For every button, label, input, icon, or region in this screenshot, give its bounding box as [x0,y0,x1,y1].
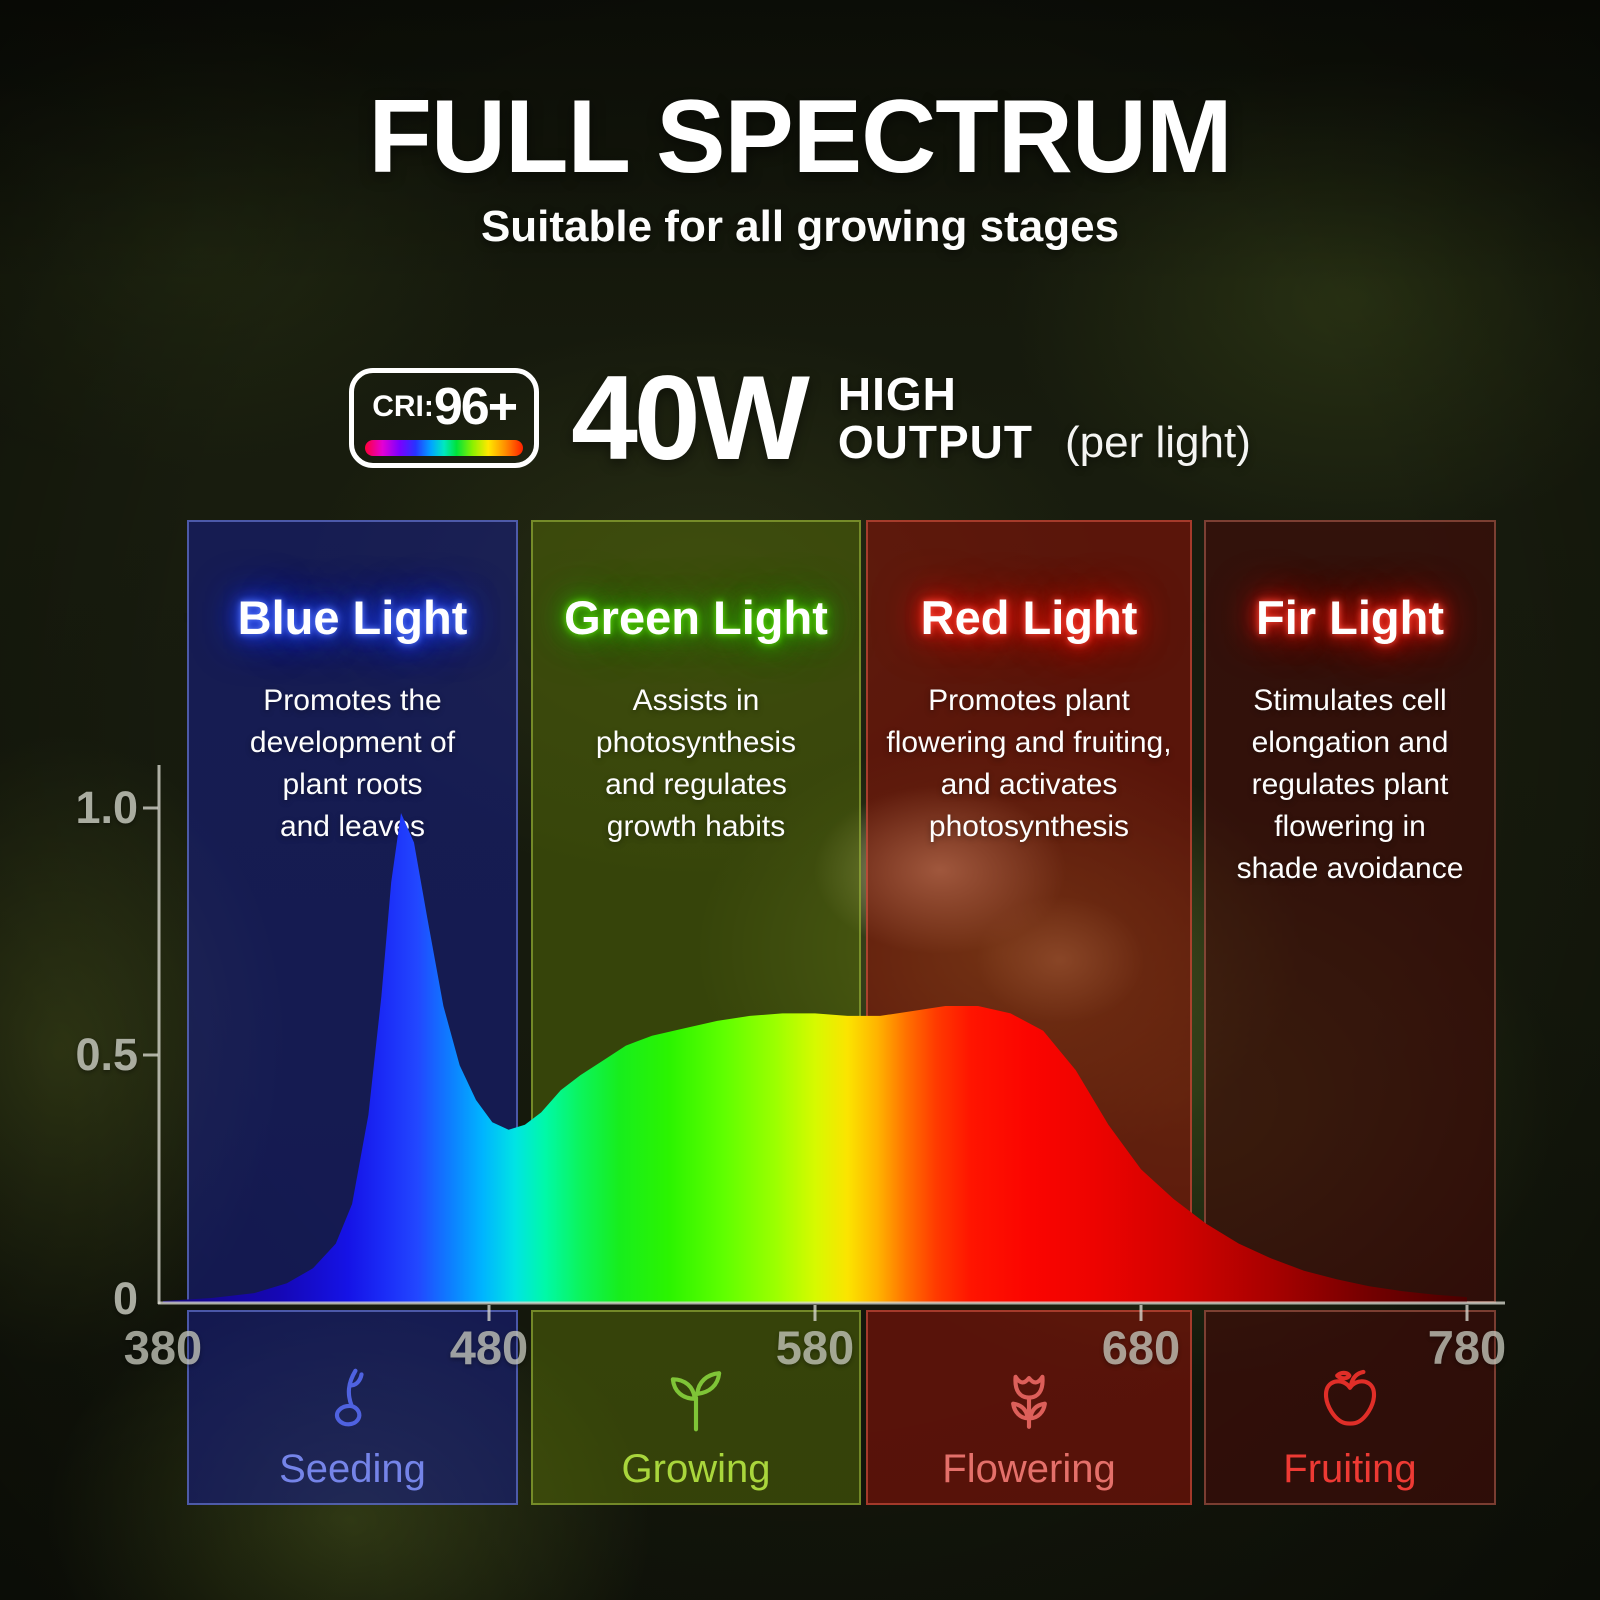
zone-title: Blue Light [237,591,468,644]
cri-label: CRI: [372,389,434,423]
zone-title: Green Light [564,591,828,644]
x-tick-label: 380 [123,1321,203,1374]
stage-box-growing: Growing [531,1310,861,1505]
seedling-icon [670,1371,722,1432]
zone-description: Stimulates cell elongation and regulates… [1236,684,1464,885]
high-output-line1: HIGH [837,367,957,420]
sprout-seed-icon [334,1368,364,1427]
zone-column-green-light: Green Light Assists in photosynthesis an… [531,520,861,1303]
x-tick-label: 580 [775,1321,855,1374]
zone-description: Promotes plant flowering and fruiting, a… [886,684,1172,843]
zone-title: Red Light [920,591,1138,644]
x-tick-label: 480 [449,1321,529,1374]
y-tick-label: 1.0 [75,782,138,833]
zone-column-red-light: Red Light Promotes plant flowering and f… [866,520,1192,1303]
cri-value: 96+ [433,377,518,436]
cri-text: CRI: 96+ [372,377,518,436]
tulip-flower-icon [1011,1374,1047,1429]
zone-title: Fir Light [1256,591,1444,644]
high-output-label: HIGH OUTPUT [837,367,1033,468]
stage-label: Fruiting [1283,1447,1417,1491]
cri-rainbow-bar-icon [365,439,524,456]
page-subtitle: Suitable for all growing stages [480,202,1120,251]
power-row: CRI: 96+ 40W HIGH OUTPUT (per light) [0,358,1600,478]
apple-icon [1324,1369,1376,1426]
stage-box-flowering: Flowering [866,1310,1192,1505]
x-tick-label: 680 [1101,1321,1181,1374]
cri-badge: CRI: 96+ [349,368,540,468]
per-light-note: (per light) [1065,418,1251,467]
y-tick-label: 0.5 [75,1029,138,1080]
zone-column-fir-light: Fir Light Stimulates cell elongation and… [1204,520,1496,1303]
stage-label: Seeding [279,1447,426,1491]
zone-column-blue-light: Blue Light Promotes the development of p… [187,520,518,1303]
stage-box-fruiting: Fruiting [1204,1310,1496,1505]
page-title: FULL SPECTRUM [368,79,1232,195]
stage-label: Flowering [942,1447,1116,1491]
wattage-value: 40W [571,351,810,485]
zone-description: Assists in photosynthesis and regulates … [595,684,797,843]
zone-description: Promotes the development of plant roots … [249,684,456,843]
y-tick-label: 0 [112,1273,138,1324]
stage-box-seeding: Seeding [187,1310,518,1505]
x-tick-label: 780 [1427,1321,1507,1374]
high-output-line2: OUTPUT [837,416,1033,468]
stage-label: Growing [621,1447,771,1491]
